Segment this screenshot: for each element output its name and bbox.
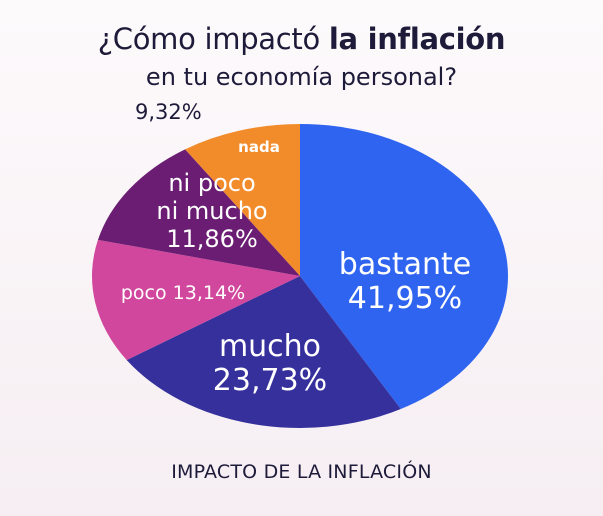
title-line-2: en tu economía personal? [145, 63, 458, 91]
label-bastante-value: 41,95% [348, 281, 462, 316]
slice-ni-poco-ni-mucho [97, 149, 300, 276]
nada-value-label: 9,32% [135, 100, 202, 124]
title-line-1: ¿Cómo impactó la inflación [0, 22, 603, 56]
chart-title: ¿Cómo impactó la inflación en tu economí… [0, 22, 603, 92]
label-nada-name: nada [238, 138, 280, 156]
label-bastante-name: bastante [339, 247, 471, 282]
label-poco: poco 13,14% [121, 282, 245, 304]
title-emphasis: la inflación [328, 22, 506, 56]
pie-slices [91, 124, 508, 428]
slice-bastante [300, 124, 508, 409]
chart-caption: IMPACTO DE LA INFLACIÓN [171, 461, 432, 483]
slice-mucho [126, 276, 401, 428]
label-mucho-name: mucho [219, 329, 321, 364]
title-prefix: ¿Cómo impactó [97, 22, 329, 56]
slice-poco [91, 239, 300, 361]
label-mucho-value: 23,73% [213, 363, 327, 398]
label-ni-poco-ni-mucho-line-2: ni mucho [156, 197, 267, 225]
label-ni-poco-ni-mucho-value: 11,86% [166, 225, 258, 253]
slice-nada [185, 124, 300, 276]
label-ni-poco-ni-mucho-line-1: ni poco [168, 169, 255, 197]
